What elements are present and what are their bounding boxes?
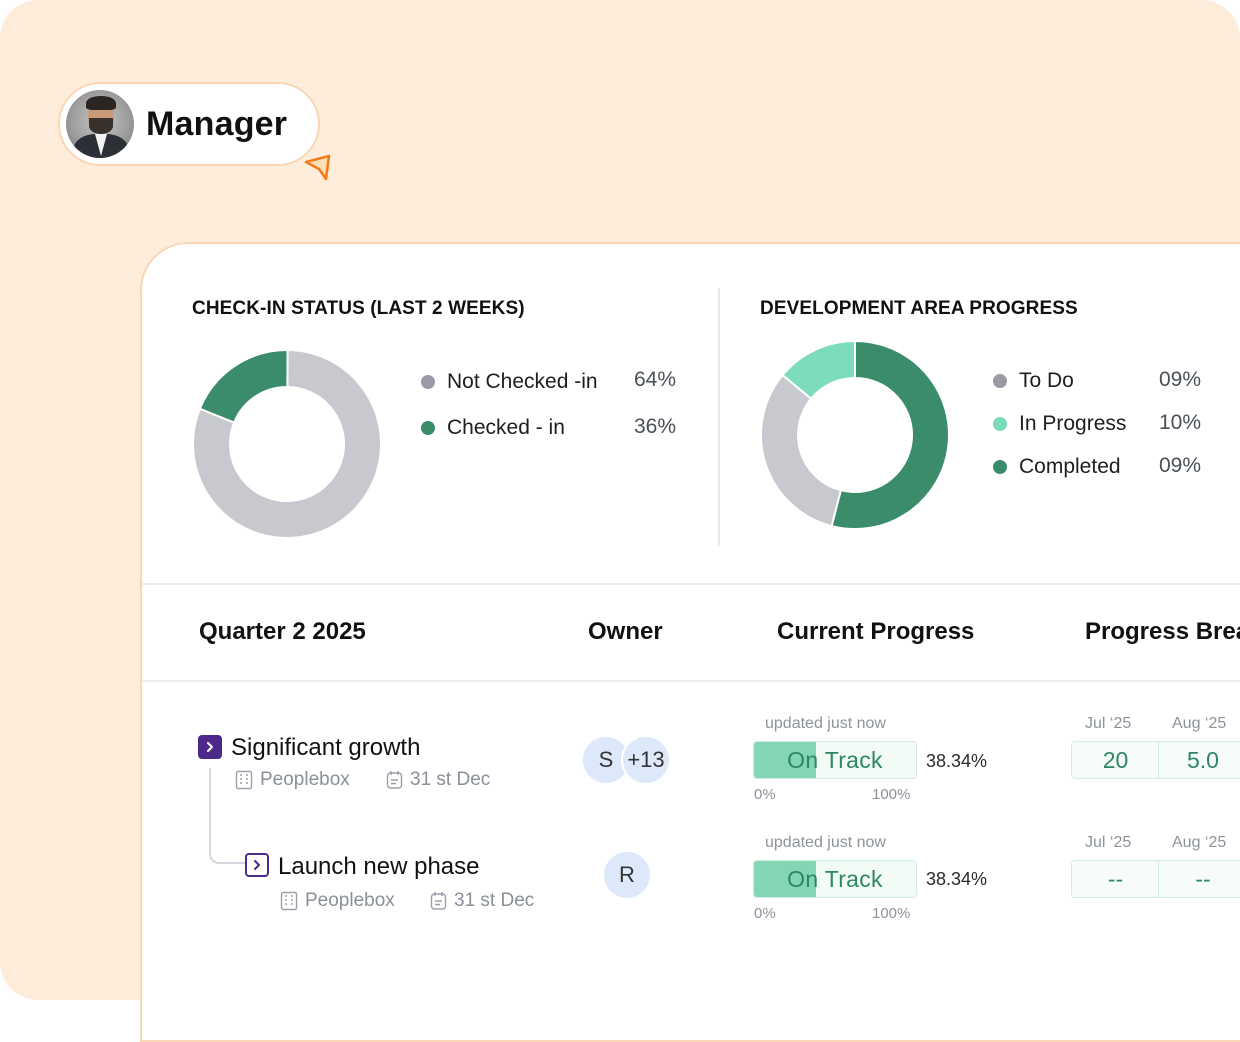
column-header-progress-breakdown[interactable]: Progress Brea xyxy=(1085,618,1240,645)
breakdown-value: -- xyxy=(1158,860,1240,898)
avatar xyxy=(66,90,134,158)
owner-more-count[interactable]: +13 xyxy=(621,735,671,785)
legend-label: In Progress xyxy=(1019,412,1127,435)
month-label: Aug ‘25 xyxy=(1172,715,1227,732)
legend-dot xyxy=(421,375,435,389)
column-header-current-progress[interactable]: Current Progress xyxy=(777,618,975,645)
owner-avatar[interactable]: R xyxy=(602,850,652,900)
legend-value-in-progress: 10% xyxy=(1159,411,1202,434)
updated-timestamp: updated just now xyxy=(765,834,886,851)
key-result-due-date: 31 st Dec xyxy=(430,890,534,912)
status-label: On Track xyxy=(787,746,883,773)
progress-max-label: 100% xyxy=(872,786,911,803)
table-header-divider xyxy=(142,680,1240,682)
team-name: Peoplebox xyxy=(260,769,350,790)
progress-percent: 38.34% xyxy=(926,751,988,771)
legend-label: Checked - in xyxy=(447,416,565,439)
checkin-status-title: CHECK-IN STATUS (LAST 2 WEEKS) xyxy=(192,298,525,319)
column-header-owner[interactable]: Owner xyxy=(588,618,663,645)
expand-chevron-icon[interactable] xyxy=(198,735,222,759)
legend-label: Not Checked -in xyxy=(447,370,598,393)
development-slice-in-progress xyxy=(781,340,856,401)
cursor-pointer-icon xyxy=(304,154,331,181)
month-label: Aug ‘25 xyxy=(1172,834,1227,851)
legend-in-progress: In Progress xyxy=(993,412,1126,436)
team-name: Peoplebox xyxy=(305,890,395,911)
column-header-quarter[interactable]: Quarter 2 2025 xyxy=(199,618,366,645)
calendar-icon xyxy=(430,892,447,910)
development-slice-completed xyxy=(830,340,950,530)
building-icon xyxy=(235,770,253,790)
legend-dot xyxy=(421,421,435,435)
legend-completed: Completed xyxy=(993,455,1121,479)
calendar-icon xyxy=(386,771,403,789)
breakdown-value: 5.0 xyxy=(1158,741,1240,779)
legend-value-checked-in: 36% xyxy=(634,415,677,438)
month-label: Jul ‘25 xyxy=(1085,834,1132,851)
legend-dot xyxy=(993,417,1007,431)
table-top-divider xyxy=(142,583,1240,585)
progress-percent: 38.34% xyxy=(926,869,988,889)
legend-checked-in: Checked - in xyxy=(421,416,565,440)
updated-timestamp: updated just now xyxy=(765,715,886,732)
tree-connector xyxy=(209,768,247,864)
key-result-team: Peoplebox xyxy=(280,890,395,912)
objective-title[interactable]: Significant growth xyxy=(231,734,421,761)
month-label: Jul ‘25 xyxy=(1085,715,1132,732)
legend-dot xyxy=(993,374,1007,388)
breakdown-value: 20 xyxy=(1071,741,1160,779)
status-label: On Track xyxy=(787,865,883,892)
objective-team: Peoplebox xyxy=(235,769,350,791)
legend-label: To Do xyxy=(1019,369,1074,392)
manager-chip[interactable]: Manager xyxy=(58,82,320,166)
development-slice-to-do xyxy=(760,373,843,528)
manager-label: Manager xyxy=(146,104,288,143)
checkin-slice-not-checked-in xyxy=(192,348,382,539)
development-donut-chart xyxy=(760,340,950,530)
legend-label: Completed xyxy=(1019,455,1121,478)
progress-bar: On Track xyxy=(753,741,917,779)
due-date: 31 st Dec xyxy=(410,769,491,790)
checkin-donut-chart xyxy=(192,348,382,539)
legend-not-checked-in: Not Checked -in xyxy=(421,370,598,394)
building-icon xyxy=(280,891,298,911)
progress-min-label: 0% xyxy=(754,905,776,922)
due-date: 31 st Dec xyxy=(454,890,535,911)
progress-max-label: 100% xyxy=(872,905,911,922)
breakdown-value: -- xyxy=(1071,860,1160,898)
progress-bar-fill xyxy=(754,861,817,897)
objective-due-date: 31 st Dec xyxy=(386,769,490,791)
section-divider xyxy=(718,288,720,546)
key-result-title[interactable]: Launch new phase xyxy=(278,853,480,880)
legend-to-do: To Do xyxy=(993,369,1074,393)
legend-value-completed: 09% xyxy=(1159,454,1202,477)
legend-value-to-do: 09% xyxy=(1159,368,1202,391)
development-progress-title: DEVELOPMENT AREA PROGRESS xyxy=(760,298,1078,319)
progress-bar-fill xyxy=(754,742,817,778)
progress-min-label: 0% xyxy=(754,786,776,803)
legend-dot xyxy=(993,460,1007,474)
progress-bar: On Track xyxy=(753,860,917,898)
expand-chevron-icon[interactable] xyxy=(245,853,269,877)
legend-value-not-checked-in: 64% xyxy=(634,368,677,391)
